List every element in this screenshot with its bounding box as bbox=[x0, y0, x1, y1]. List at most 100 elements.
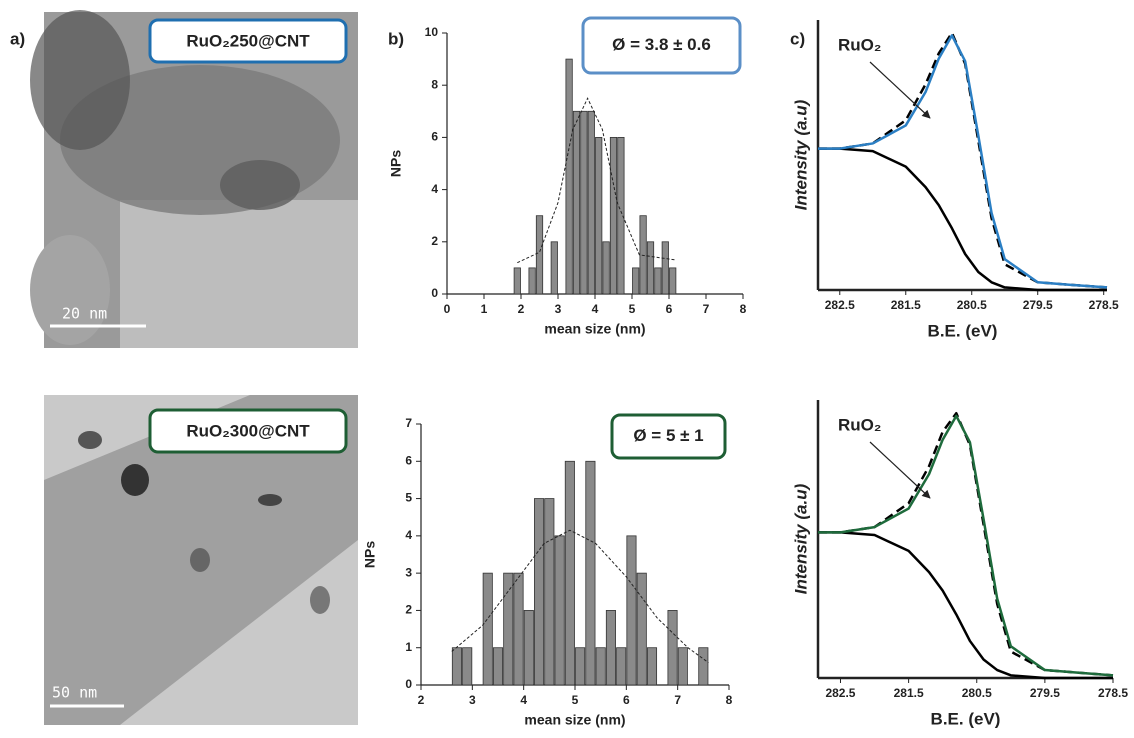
bar bbox=[636, 572, 647, 686]
x-axis-label: mean size (nm) bbox=[544, 321, 645, 337]
annotation-box bbox=[581, 16, 742, 75]
bar bbox=[587, 110, 595, 295]
bar bbox=[462, 647, 473, 686]
bar bbox=[632, 267, 640, 295]
x-tick-label: 2 bbox=[518, 302, 525, 316]
x-tick-label: 2 bbox=[418, 693, 425, 707]
x-tick-label: 279.5 bbox=[1023, 298, 1053, 312]
y-tick-label: 6 bbox=[405, 453, 412, 467]
scale-bar-label: 20 nm bbox=[62, 305, 107, 323]
y-tick-label: 6 bbox=[431, 130, 438, 144]
tem-image-1 bbox=[30, 10, 358, 348]
bar bbox=[535, 215, 544, 295]
annotation-arrow bbox=[869, 441, 931, 499]
annotation: RuO₂ bbox=[838, 35, 881, 54]
x-tick-label: 6 bbox=[666, 302, 673, 316]
bar bbox=[616, 647, 627, 686]
image-label: RuO₂300@CNT bbox=[186, 421, 310, 440]
spectrum-line bbox=[818, 411, 1114, 677]
x-tick-label: 282.5 bbox=[825, 686, 855, 700]
bar bbox=[572, 110, 581, 295]
bar bbox=[654, 267, 662, 295]
bar bbox=[534, 498, 545, 686]
x-tick-label: 281.5 bbox=[891, 298, 921, 312]
bar bbox=[513, 572, 524, 686]
bar bbox=[564, 460, 575, 686]
y-axis-label: Intensity (a.u) bbox=[791, 99, 810, 210]
bar bbox=[492, 647, 504, 686]
bar bbox=[698, 647, 709, 686]
x-tick-label: 8 bbox=[726, 693, 733, 707]
y-tick-label: 7 bbox=[405, 416, 412, 430]
spectrum-line bbox=[818, 147, 1107, 292]
y-tick-label: 5 bbox=[405, 491, 412, 505]
bar bbox=[595, 136, 603, 295]
annotation-arrow bbox=[869, 61, 931, 119]
x-axis-label: B.E. (eV) bbox=[928, 321, 998, 340]
spectrum-line bbox=[818, 414, 1114, 677]
y-tick-label: 0 bbox=[405, 677, 412, 691]
y-tick-label: 3 bbox=[405, 565, 412, 579]
bar bbox=[580, 110, 588, 295]
bar bbox=[646, 647, 658, 686]
x-tick-label: 7 bbox=[703, 302, 710, 316]
x-axis-label: mean size (nm) bbox=[524, 712, 625, 728]
y-axis-label: NPs bbox=[388, 150, 404, 177]
x-tick-label: 4 bbox=[520, 693, 527, 707]
bar bbox=[667, 610, 678, 686]
x-tick-label: 3 bbox=[469, 693, 476, 707]
bar bbox=[513, 267, 521, 295]
y-tick-label: 0 bbox=[431, 286, 438, 300]
y-axis-label: Intensity (a.u) bbox=[791, 483, 810, 594]
x-tick-label: 279.5 bbox=[1030, 686, 1060, 700]
bar bbox=[661, 241, 669, 295]
spectrum-line bbox=[818, 531, 1113, 680]
bar bbox=[639, 215, 647, 295]
panel-label: a) bbox=[10, 29, 25, 48]
bar bbox=[544, 498, 555, 686]
x-tick-label: 3 bbox=[555, 302, 562, 316]
x-tick-label: 280.5 bbox=[957, 298, 987, 312]
annotation: Ø = 5 ± 1 bbox=[633, 426, 703, 445]
spectrum-line bbox=[818, 34, 1108, 289]
bar bbox=[528, 267, 536, 295]
x-tick-label: 278.5 bbox=[1098, 686, 1128, 700]
bar bbox=[554, 535, 565, 686]
x-tick-label: 281.5 bbox=[894, 686, 924, 700]
fit-curve bbox=[451, 529, 709, 664]
scale-bar-label: 50 nm bbox=[52, 684, 97, 702]
bar bbox=[550, 241, 558, 295]
bar bbox=[626, 535, 637, 686]
bar bbox=[585, 460, 596, 686]
bar bbox=[451, 647, 462, 686]
annotation: Ø = 3.8 ± 0.6 bbox=[612, 35, 711, 54]
x-tick-label: 5 bbox=[572, 693, 579, 707]
x-tick-label: 282.5 bbox=[825, 298, 855, 312]
bar bbox=[669, 267, 677, 295]
x-axis-label: B.E. (eV) bbox=[931, 709, 1001, 728]
bar bbox=[595, 647, 606, 686]
y-axis-label: NPs bbox=[362, 541, 378, 568]
bar bbox=[602, 241, 610, 295]
bar bbox=[575, 647, 586, 686]
bar bbox=[565, 58, 573, 295]
y-tick-label: 8 bbox=[431, 77, 438, 91]
x-tick-label: 278.5 bbox=[1089, 298, 1119, 312]
x-tick-label: 0 bbox=[444, 302, 451, 316]
image-label-box bbox=[148, 408, 348, 454]
x-tick-label: 8 bbox=[740, 302, 747, 316]
y-tick-label: 1 bbox=[405, 640, 412, 654]
bar bbox=[482, 572, 493, 686]
annotation-box bbox=[610, 413, 727, 460]
y-tick-label: 2 bbox=[405, 603, 412, 617]
y-tick-label: 10 bbox=[425, 25, 439, 39]
image-label-box bbox=[148, 18, 348, 64]
x-tick-label: 4 bbox=[592, 302, 599, 316]
x-tick-label: 6 bbox=[623, 693, 630, 707]
y-tick-label: 4 bbox=[431, 182, 438, 196]
panel-label: c) bbox=[790, 29, 805, 48]
panel-label: b) bbox=[388, 29, 404, 48]
bar bbox=[677, 647, 688, 686]
x-tick-label: 1 bbox=[481, 302, 488, 316]
